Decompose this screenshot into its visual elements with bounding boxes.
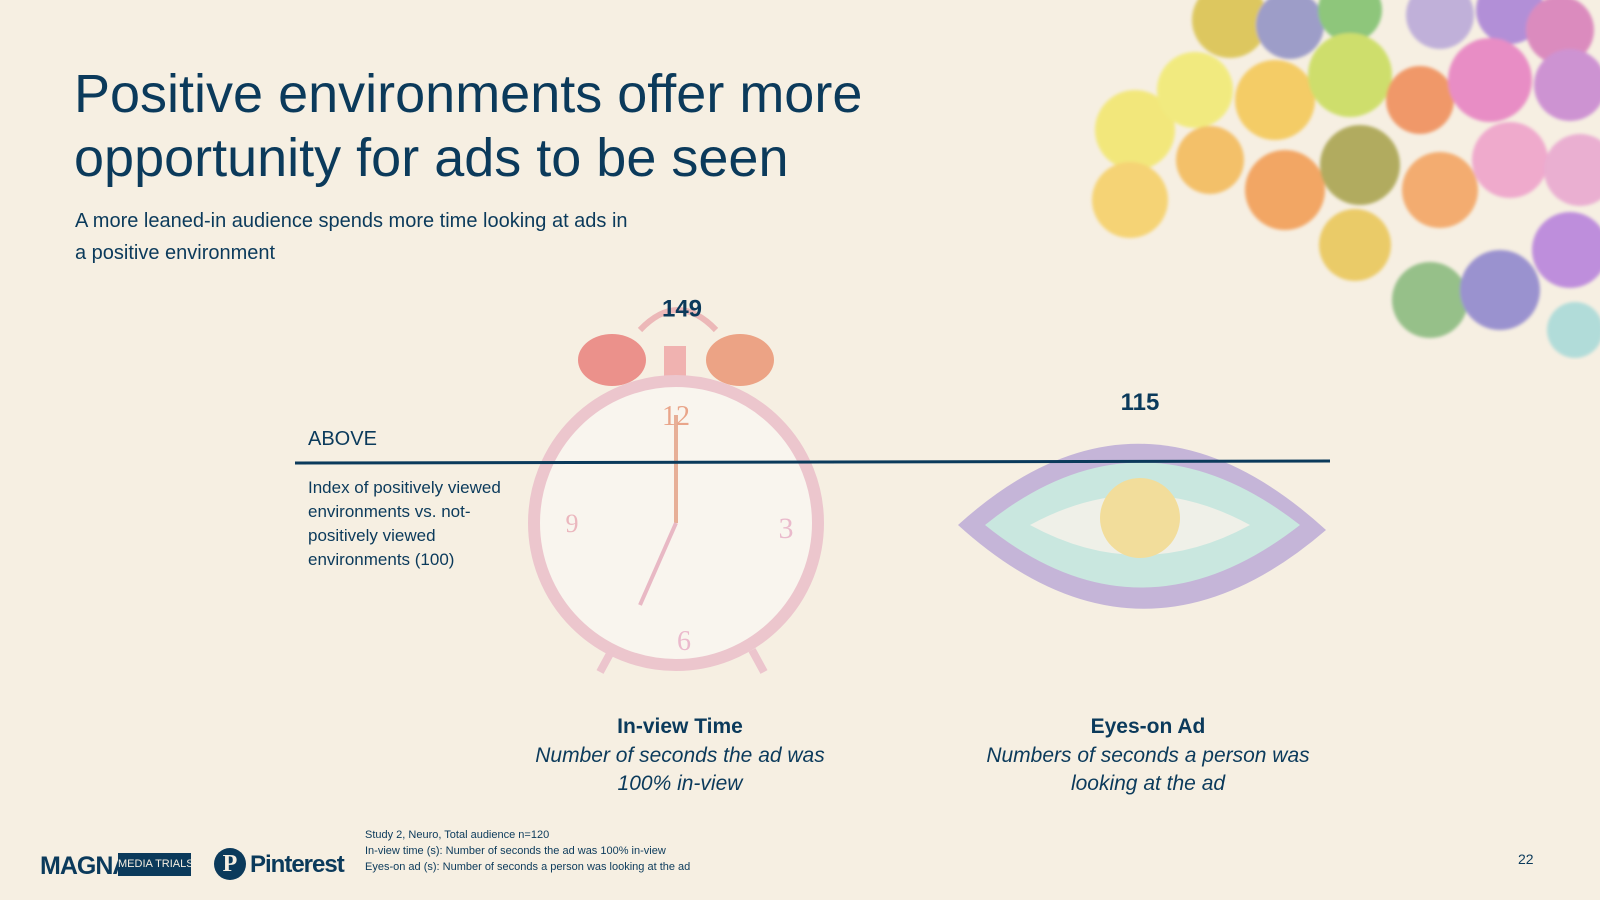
metric-description: Number of seconds the ad was 100% in-vie…: [535, 744, 825, 795]
footnote-line: In-view time (s): Number of seconds the …: [365, 845, 666, 857]
baseline-100-line: [294, 459, 1331, 465]
svg-text:6: 6: [677, 626, 691, 657]
magna-logo: MAGNA: [40, 852, 130, 880]
page-number: 22: [1518, 851, 1534, 867]
alarm-clock-icon: 12 9 3 6: [528, 307, 824, 674]
footnotes: Study 2, Neuro, Total audience n=120 In-…: [365, 827, 690, 875]
svg-text:12: 12: [662, 401, 690, 432]
footnote-line: Eyes-on ad (s): Number of seconds a pers…: [365, 861, 691, 873]
baseline-index-note: Index of positively viewed environments …: [308, 478, 501, 569]
page-title: Positive environments offer more opportu…: [74, 64, 863, 188]
svg-text:9: 9: [566, 509, 579, 538]
metric-name: Eyes-on Ad: [1090, 715, 1206, 738]
pinterest-logo: Pinterest: [250, 851, 345, 878]
page-subtitle: A more leaned-in audience spends more ti…: [75, 210, 628, 264]
value-label-1: 115: [1121, 389, 1160, 416]
pinterest-logo-icon: P: [214, 848, 246, 880]
eye-icon: [958, 443, 1326, 609]
svg-text:3: 3: [779, 512, 794, 545]
metric-eyes-on-ad: Eyes-on Ad Numbers of seconds a person w…: [978, 712, 1318, 798]
metric-in-view-time: In-view Time Number of seconds the ad wa…: [510, 712, 850, 798]
footnote-line: Study 2, Neuro, Total audience n=120: [365, 829, 550, 841]
metric-description: Numbers of seconds a person was looking …: [986, 744, 1310, 795]
metric-name: In-view Time: [617, 715, 743, 738]
watercolor-dots-decoration: [1092, 0, 1600, 358]
value-label-0: 149: [662, 295, 702, 322]
baseline-above-label: ABOVE: [308, 428, 377, 450]
media-trials-logo: MEDIA TRIALS: [118, 853, 191, 876]
